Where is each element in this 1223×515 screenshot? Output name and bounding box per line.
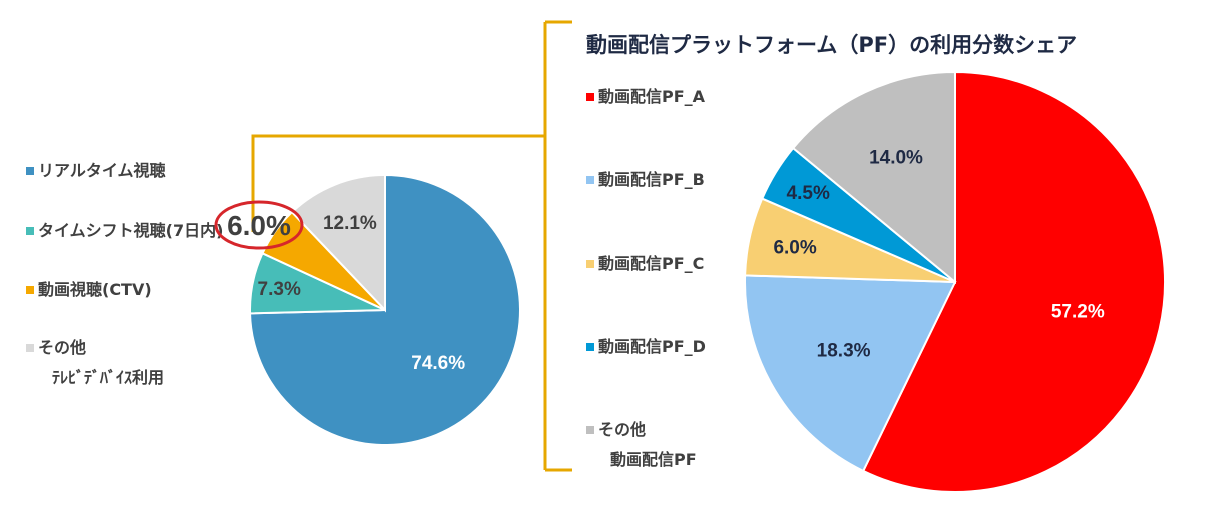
- legend-swatch-1-2: [586, 260, 594, 268]
- legend-label-1-4: その他: [598, 420, 646, 439]
- legend-label-line2-1-4: 動画配信PF: [610, 450, 697, 469]
- slice-label-1-0: 57.2%: [1051, 301, 1105, 322]
- legend-swatch-1-4: [586, 426, 594, 434]
- legend-label-1-0: 動画配信PF_A: [598, 87, 706, 106]
- legend-swatch-0-2: [26, 286, 34, 294]
- left-pie-slices: [249, 173, 521, 446]
- connector-bracket: [251, 20, 572, 472]
- slice-label-0-1: 7.3%: [258, 279, 301, 300]
- bracket-connector: [251, 134, 545, 232]
- legend-swatch-1-1: [586, 176, 594, 184]
- legend-label-0-0: リアルタイム視聴: [38, 161, 166, 180]
- left-pie-labels: 74.6% 7.3% 12.1%: [258, 213, 466, 374]
- legend-swatch-0-1: [26, 227, 34, 235]
- slice-label-1-3: 4.5%: [787, 183, 830, 204]
- legend-swatch-1-0: [586, 93, 594, 101]
- legend-label-1-2: 動画配信PF_C: [598, 254, 704, 273]
- legend-label-0-3: その他: [38, 338, 86, 357]
- legend-label-line2-0-3: ﾃﾚﾋﾞﾃﾞﾊﾞｲｽ利用: [52, 368, 164, 387]
- legend-label-0-1: タイムシフト視聴(7日内): [38, 221, 223, 240]
- legend-swatch-0-0: [26, 167, 34, 175]
- slice-1-4: [791, 70, 956, 285]
- slice-label-1-2: 6.0%: [773, 237, 816, 258]
- legend-swatch-0-3: [26, 344, 34, 352]
- legend-label-0-2: 動画視聴(CTV): [38, 280, 152, 299]
- slice-label-0-0: 74.6%: [411, 353, 465, 374]
- slice-label-0-3: 12.1%: [323, 213, 377, 234]
- legend-label-1-1: 動画配信PF_B: [598, 170, 705, 189]
- slice-label-1-1: 18.3%: [817, 340, 871, 361]
- slice-0-3: [290, 173, 386, 313]
- right-legend: 動画配信PF_A 動画配信PF_B 動画配信PF_C 動画配信PF_D その他動画配信P…: [586, 87, 706, 469]
- callout-ring: [214, 200, 304, 250]
- slice-1-1: [744, 274, 957, 473]
- right-pie-labels: 57.2% 18.3% 6.0% 4.5% 14.0%: [773, 148, 1104, 362]
- right-pie-slices: [744, 70, 1166, 493]
- slice-1-0: [861, 70, 1166, 493]
- slice-label-1-4: 14.0%: [869, 148, 923, 169]
- right-pie-chart: 動画配信プラットフォーム（PF）の利用分数シェア 57.2% 18.3% 6.0% 4…: [586, 33, 1166, 493]
- callout-value: 6.0%: [227, 210, 291, 241]
- legend-label-1-3: 動画配信PF_D: [598, 337, 706, 356]
- right-chart-title: 動画配信プラットフォーム（PF）の利用分数シェア: [586, 33, 1077, 57]
- legend-swatch-1-3: [586, 343, 594, 351]
